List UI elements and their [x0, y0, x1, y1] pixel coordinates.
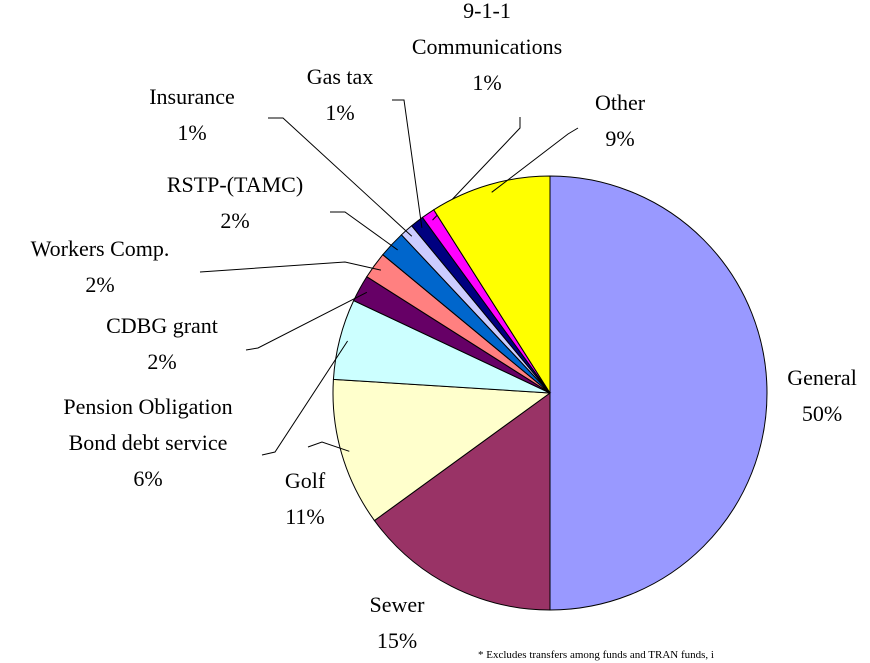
slice-label: Golf — [285, 468, 326, 493]
slice-value-label: 1% — [472, 70, 501, 95]
leader-line — [199, 261, 382, 273]
slice-value-label: 6% — [133, 466, 162, 491]
slice-label: Gas tax — [307, 64, 374, 89]
slice-value-label: 2% — [85, 272, 114, 297]
slice-label: Sewer — [370, 592, 426, 617]
pie-slice — [332, 378, 552, 522]
slice-value-label: 50% — [802, 401, 842, 426]
slice-label: CDBG grant — [106, 313, 218, 338]
slice-value-label: 1% — [325, 100, 354, 125]
slice-label: 9-1-1 Communications — [412, 0, 562, 59]
leader-line — [245, 291, 368, 351]
slice-label: Workers Comp. — [31, 236, 170, 261]
slice-label: Other — [595, 90, 646, 115]
slice-label: RSTP-(TAMC) — [167, 172, 303, 197]
leader-line — [261, 340, 348, 456]
leader-line — [491, 127, 579, 193]
slice-value-label: 1% — [177, 120, 206, 145]
pie-slice — [373, 392, 551, 611]
leader-line — [268, 117, 413, 237]
slice-label: Insurance — [149, 84, 235, 109]
leader-line — [392, 99, 423, 228]
leader-line — [330, 211, 398, 251]
footnote: * Excludes transfers among funds and TRA… — [478, 649, 714, 661]
slice-value-label: 11% — [285, 504, 325, 529]
slice-value-label: 9% — [605, 126, 634, 151]
pie-slice — [549, 175, 768, 611]
leader-line — [307, 441, 350, 452]
slice-label: Pension Obligation Bond debt service — [63, 394, 232, 455]
slice-value-label: 2% — [220, 208, 249, 233]
slice-label: General — [787, 365, 857, 390]
leader-line — [432, 117, 521, 221]
slice-value-label: 15% — [377, 628, 417, 653]
slice-value-label: 2% — [147, 349, 176, 374]
pie-slice — [433, 175, 551, 395]
